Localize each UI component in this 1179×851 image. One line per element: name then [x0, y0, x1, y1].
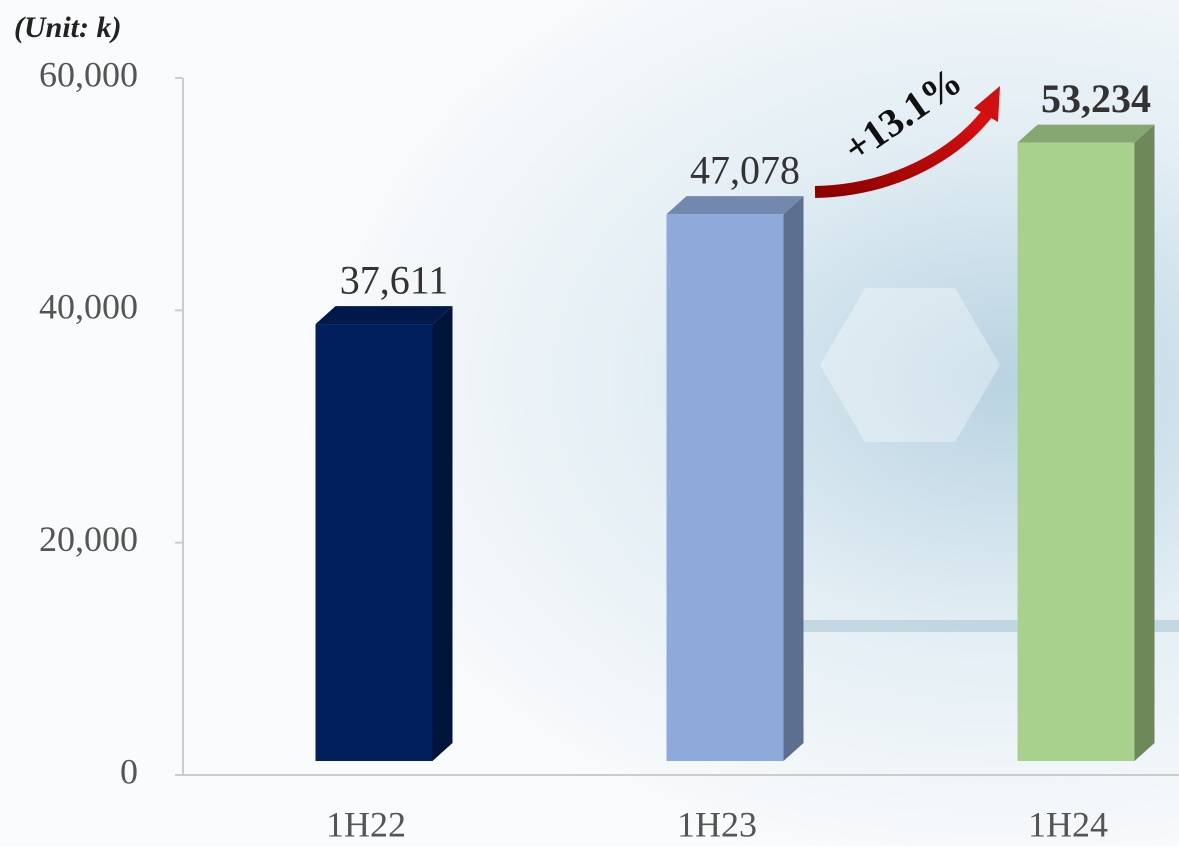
unit-label: (Unit: k)	[14, 11, 122, 44]
y-tick-label: 0	[120, 751, 138, 791]
bar	[666, 214, 784, 761]
value-label: 37,611	[340, 257, 449, 302]
bar-side	[432, 306, 453, 761]
value-label: 53,234	[1041, 76, 1151, 121]
x-tick-label: 1H22	[326, 804, 406, 844]
x-tick-label: 1H23	[677, 804, 757, 844]
value-label: 47,078	[690, 147, 800, 192]
bar	[1017, 142, 1135, 761]
bar	[315, 324, 433, 761]
y-tick-label: 20,000	[39, 519, 138, 559]
bar-top	[1017, 124, 1155, 143]
y-tick-label: 40,000	[39, 287, 138, 327]
x-tick-label: 1H24	[1028, 804, 1108, 844]
y-tick-label: 60,000	[39, 54, 138, 94]
bar-top	[666, 196, 804, 215]
decor-hexagon	[820, 288, 1000, 442]
bar-side	[1134, 124, 1155, 761]
growth-arrow	[814, 106, 995, 198]
bar-top	[315, 306, 453, 325]
bar-side	[783, 196, 804, 761]
growth-arrow-head	[974, 86, 1000, 122]
